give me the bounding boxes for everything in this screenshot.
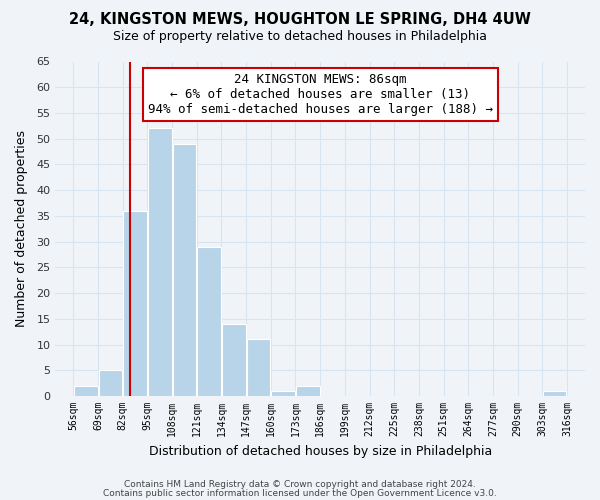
X-axis label: Distribution of detached houses by size in Philadelphia: Distribution of detached houses by size … — [149, 444, 492, 458]
Text: 24, KINGSTON MEWS, HOUGHTON LE SPRING, DH4 4UW: 24, KINGSTON MEWS, HOUGHTON LE SPRING, D… — [69, 12, 531, 28]
Bar — [148, 128, 172, 396]
Bar — [296, 386, 320, 396]
Bar — [98, 370, 122, 396]
Text: Size of property relative to detached houses in Philadelphia: Size of property relative to detached ho… — [113, 30, 487, 43]
Bar — [543, 391, 566, 396]
Bar — [247, 340, 271, 396]
Bar — [271, 391, 295, 396]
Text: 24 KINGSTON MEWS: 86sqm
← 6% of detached houses are smaller (13)
94% of semi-det: 24 KINGSTON MEWS: 86sqm ← 6% of detached… — [148, 73, 493, 116]
Bar — [222, 324, 245, 396]
Y-axis label: Number of detached properties: Number of detached properties — [15, 130, 28, 328]
Bar — [74, 386, 98, 396]
Text: Contains public sector information licensed under the Open Government Licence v3: Contains public sector information licen… — [103, 488, 497, 498]
Bar — [197, 247, 221, 396]
Text: Contains HM Land Registry data © Crown copyright and database right 2024.: Contains HM Land Registry data © Crown c… — [124, 480, 476, 489]
Bar — [173, 144, 196, 396]
Bar — [123, 211, 147, 396]
